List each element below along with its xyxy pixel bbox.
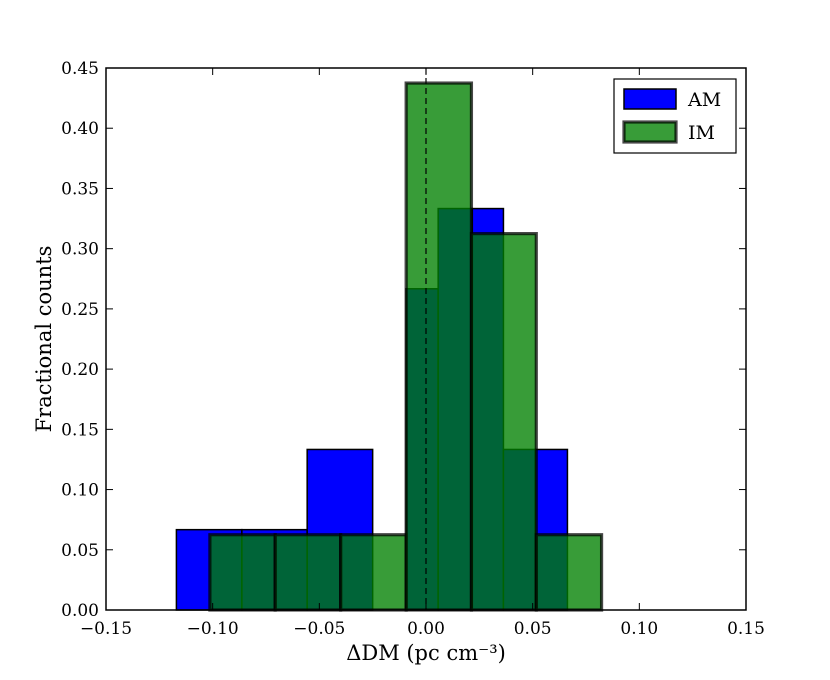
bar-im-5	[534, 533, 604, 612]
bar-im-2	[339, 533, 408, 612]
legend-swatch-am	[623, 88, 677, 110]
bar-im-1	[273, 533, 343, 612]
x-axis-label: ΔDM (pc cm⁻³)	[346, 641, 506, 665]
bars-layer	[175, 81, 604, 612]
y-tick-label: 0.05	[61, 541, 99, 561]
tick-labels-layer: −0.15 −0.10 −0.05 0.00 0.05 0.10 0.15 0.00 0.05 0…	[61, 59, 765, 639]
x-tick-label: −0.10	[187, 619, 239, 639]
bar-im-3	[404, 81, 474, 612]
y-tick-label: 0.40	[61, 119, 99, 139]
y-tick-label: 0.25	[61, 300, 99, 320]
x-tick-label: 0.05	[514, 619, 552, 639]
legend-swatch-im	[622, 120, 678, 144]
legend: AM IM	[613, 78, 737, 154]
legend-label-im: IM	[688, 122, 715, 144]
y-tick-label: 0.10	[61, 481, 99, 501]
bar-im-0	[208, 533, 277, 612]
x-tick-label: −0.05	[293, 619, 345, 639]
x-tick-label: 0.10	[620, 619, 658, 639]
y-tick-label: 0.35	[61, 179, 99, 199]
y-tick-label: 0.20	[61, 360, 99, 380]
x-tick-label: −0.15	[80, 619, 132, 639]
y-tick-label: 0.00	[61, 601, 99, 621]
ticks-layer	[105, 67, 747, 611]
bar-im-4	[469, 232, 538, 612]
y-tick-label: 0.45	[61, 59, 99, 79]
legend-label-am: AM	[687, 89, 721, 111]
y-tick-label: 0.30	[61, 240, 99, 260]
y-tick-label: 0.15	[61, 420, 99, 440]
y-axis-label: Fractional counts	[32, 246, 56, 433]
x-tick-label: 0.00	[407, 619, 445, 639]
x-tick-label: 0.15	[727, 619, 765, 639]
